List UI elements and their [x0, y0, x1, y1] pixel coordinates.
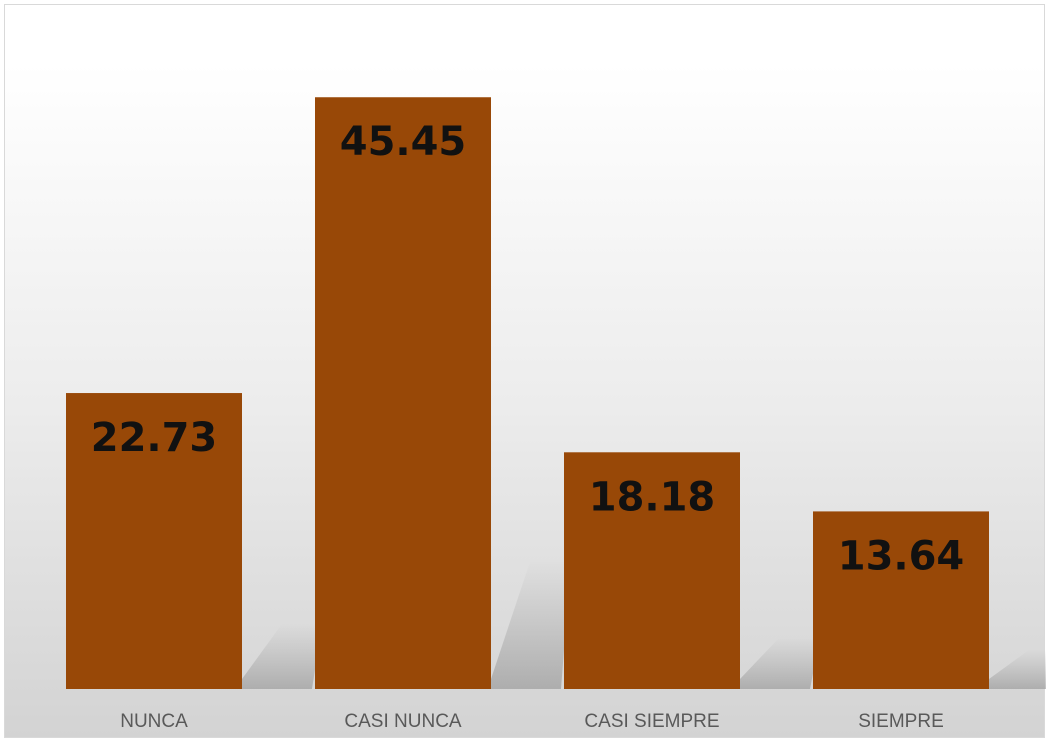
bar-shadow: [242, 623, 322, 689]
category-label: NUNCA: [120, 711, 188, 732]
bar-nunca: [66, 393, 242, 689]
category-label: SIEMPRE: [858, 711, 944, 732]
bar-siempre: [813, 511, 989, 689]
data-label: 45.45: [340, 119, 467, 165]
data-label: 18.18: [589, 474, 716, 520]
bar-casi-nunca: [315, 97, 491, 690]
bar-shadow: [989, 649, 1046, 689]
chart-area: 22.73 NUNCA 45.45 CASI NUNCA 18.18 CASI SIEMP…: [4, 4, 1046, 738]
category-label: CASI SIEMPRE: [584, 711, 719, 732]
bar-casi-siempre: [564, 452, 740, 689]
data-label: 13.64: [838, 533, 965, 579]
data-label: 22.73: [91, 415, 218, 461]
bar-shadow: [491, 558, 571, 689]
bar-shadow: [740, 636, 820, 689]
category-label: CASI NUNCA: [344, 711, 462, 732]
bar-chart: 22.73 NUNCA 45.45 CASI NUNCA 18.18 CASI SIEMP…: [66, 97, 1046, 732]
